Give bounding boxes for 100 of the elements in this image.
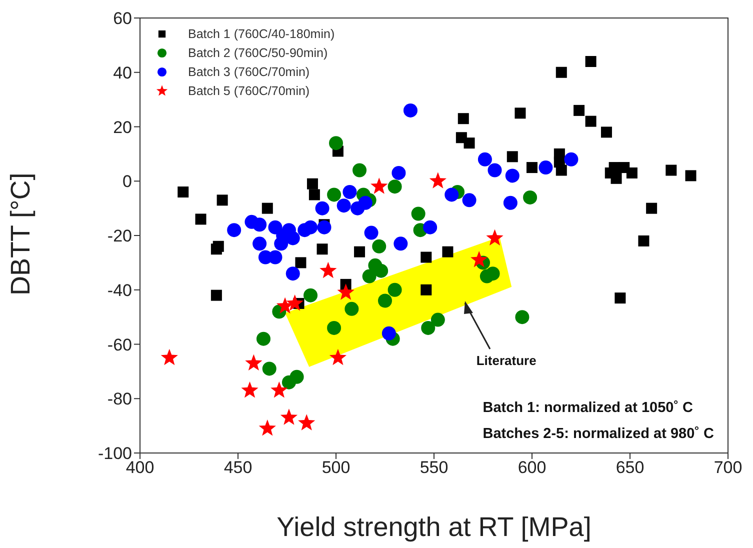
annotation: Batch 1: normalized at 1050˚ C — [482, 399, 694, 418]
point — [274, 236, 288, 251]
point — [685, 170, 696, 182]
point — [486, 266, 500, 281]
point — [458, 113, 469, 124]
point — [364, 226, 378, 240]
point — [420, 284, 432, 296]
point — [241, 381, 258, 398]
y-tick-label: -80 — [107, 390, 132, 409]
y-tick-label: -20 — [107, 226, 132, 246]
point — [515, 310, 530, 324]
point — [556, 66, 567, 78]
point — [411, 206, 426, 221]
point — [421, 320, 436, 335]
point — [646, 202, 658, 214]
point — [382, 326, 396, 340]
point — [227, 223, 242, 238]
point — [327, 188, 342, 202]
point — [262, 202, 273, 214]
point — [378, 294, 392, 308]
point — [329, 348, 347, 366]
point — [503, 196, 518, 210]
point — [372, 239, 386, 254]
point — [286, 266, 300, 281]
point — [298, 414, 316, 430]
point — [666, 164, 677, 176]
point — [523, 190, 538, 204]
point — [462, 193, 476, 208]
point — [358, 196, 372, 210]
point — [280, 408, 298, 425]
point — [306, 178, 318, 190]
point — [308, 189, 320, 200]
point — [160, 348, 178, 366]
point — [342, 185, 357, 199]
x-axis-title: Yield strength at RT [MPa] — [276, 512, 592, 542]
point — [394, 236, 408, 251]
legend-label: Batch 1 (760C/40-180min) — [188, 26, 335, 40]
point — [514, 108, 526, 119]
x-tick-label: 450 — [224, 458, 252, 478]
point — [256, 332, 270, 346]
y-tick-label: 0 — [122, 172, 132, 192]
x-tick-label: 500 — [322, 458, 350, 478]
point — [506, 151, 518, 162]
point — [195, 214, 206, 225]
point — [327, 320, 342, 335]
point — [464, 138, 475, 149]
point — [478, 152, 492, 166]
point — [610, 172, 622, 184]
point — [344, 302, 359, 316]
point — [304, 288, 318, 302]
point — [262, 362, 276, 376]
point — [352, 163, 367, 178]
y-tick-label: 60 — [113, 9, 132, 28]
point — [430, 312, 445, 327]
point — [286, 231, 300, 246]
point — [638, 235, 650, 246]
point — [444, 188, 459, 202]
point — [336, 198, 351, 213]
point — [626, 167, 638, 178]
point — [317, 220, 332, 234]
point — [526, 162, 538, 174]
point — [252, 236, 267, 251]
point — [316, 244, 328, 255]
x-tick-label: 650 — [616, 458, 644, 478]
point — [374, 264, 388, 278]
point — [258, 420, 276, 436]
point — [392, 166, 406, 180]
y-tick-label: -40 — [107, 280, 132, 300]
point — [470, 250, 488, 268]
point — [423, 220, 438, 234]
point — [556, 164, 567, 176]
x-tick-label: 600 — [518, 458, 546, 478]
point — [210, 290, 222, 301]
point — [442, 246, 454, 258]
point — [420, 252, 432, 263]
legend-label: Batch 5 (760C/70min) — [188, 84, 310, 98]
legend-label: Batch 2 (760C/50-90min) — [188, 46, 328, 60]
point — [290, 370, 304, 384]
point — [505, 168, 520, 183]
point — [320, 262, 337, 278]
point — [268, 250, 282, 264]
point — [564, 152, 578, 166]
point — [486, 229, 504, 246]
y-tick-label: -60 — [107, 335, 132, 354]
point — [403, 103, 418, 118]
point — [388, 282, 402, 297]
point — [178, 186, 189, 198]
point — [574, 104, 585, 116]
point — [245, 354, 262, 371]
point — [614, 292, 626, 304]
point — [210, 244, 222, 255]
point — [295, 257, 306, 268]
point — [538, 160, 553, 175]
point — [585, 56, 596, 67]
annotation: Batches 2-5: normalized at 980˚ C — [482, 425, 714, 444]
point — [315, 201, 330, 216]
point — [329, 136, 343, 150]
point — [286, 294, 304, 311]
y-tick-label: 40 — [113, 63, 132, 82]
point — [354, 246, 366, 258]
